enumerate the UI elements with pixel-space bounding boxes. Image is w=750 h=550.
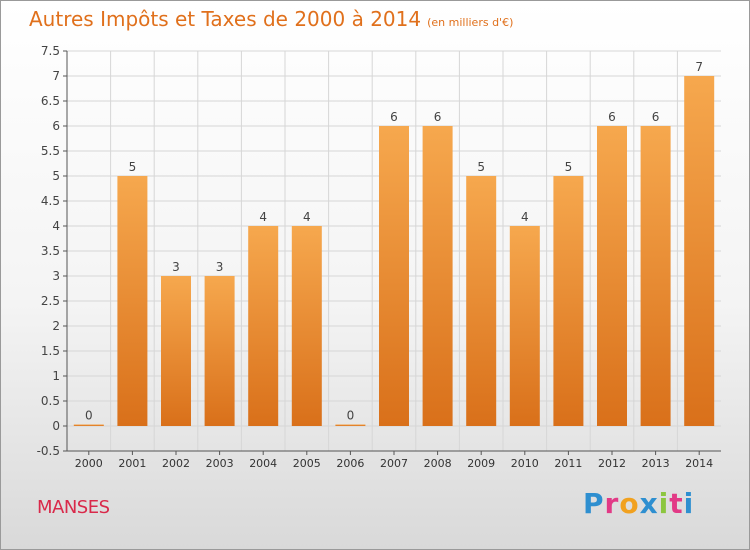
data-label: 6 <box>608 110 616 124</box>
x-tick-label: 2007 <box>380 457 408 470</box>
axes: -0.5 0 0.5 1 1.5 2 2.5 3 3.5 4 4.5 5 5.5 6 6.5 7 7.5 2000… <box>37 44 721 470</box>
y-tick-label: 4 <box>52 219 60 233</box>
data-label: 4 <box>259 210 267 224</box>
logo-letter: i <box>658 487 670 520</box>
data-label: 7 <box>695 60 703 74</box>
x-tick-label: 2002 <box>162 457 190 470</box>
logo-letter: t <box>669 487 684 520</box>
x-tick-label: 2001 <box>118 457 146 470</box>
bar <box>684 76 715 426</box>
y-tick-label: 2 <box>52 319 60 333</box>
data-label: 6 <box>652 110 660 124</box>
y-tick-label: 6.5 <box>41 94 60 108</box>
y-tick-label: -0.5 <box>37 444 60 458</box>
data-label: 5 <box>565 160 573 174</box>
bars <box>73 76 715 426</box>
bar <box>161 276 191 426</box>
data-label: 4 <box>521 210 529 224</box>
x-tick-label: 2004 <box>249 457 277 470</box>
bar <box>466 176 497 426</box>
bar <box>422 126 453 426</box>
commune-name: MANSES <box>37 497 110 518</box>
data-label: 6 <box>390 110 398 124</box>
data-label: 3 <box>172 260 180 274</box>
chart-title: Autres Impôts et Taxes de 2000 à 2014 (en… <box>29 7 513 31</box>
data-label: 5 <box>477 160 485 174</box>
data-label: 5 <box>129 160 137 174</box>
x-tick-label: 2000 <box>75 457 103 470</box>
y-tick-label: 7.5 <box>41 44 60 58</box>
x-tick-label: 2013 <box>642 457 670 470</box>
bar <box>379 126 409 426</box>
data-label: 4 <box>303 210 311 224</box>
x-tick-label: 2008 <box>424 457 452 470</box>
bar <box>291 226 322 426</box>
y-tick-label: 6 <box>52 119 60 133</box>
x-tick-label: 2005 <box>293 457 321 470</box>
data-label: 0 <box>85 409 93 423</box>
data-label: 3 <box>216 260 224 274</box>
y-tick-label: 5 <box>52 169 60 183</box>
bar <box>73 424 104 426</box>
bar <box>597 126 627 426</box>
logo-letter: o <box>619 487 640 520</box>
bar <box>335 424 366 426</box>
bar <box>117 176 148 426</box>
logo-letter: i <box>683 487 695 520</box>
y-tick-label: 1 <box>52 369 60 383</box>
y-tick-label: 4.5 <box>41 194 60 208</box>
y-tick-label: 0 <box>52 419 60 433</box>
y-tick-label: 5.5 <box>41 144 60 158</box>
logo-letter: P <box>583 487 605 520</box>
bar <box>553 176 584 426</box>
y-tick-label: 3.5 <box>41 244 60 258</box>
x-tick-label: 2011 <box>554 457 582 470</box>
data-label: 6 <box>434 110 442 124</box>
x-tick-label: 2010 <box>511 457 539 470</box>
bar <box>509 226 540 426</box>
x-tick-label: 2009 <box>467 457 495 470</box>
y-tick-label: 3 <box>52 269 60 283</box>
y-tick-label: 0.5 <box>41 394 60 408</box>
x-tick-label: 2014 <box>685 457 713 470</box>
chart-unit: (en milliers d'€) <box>427 16 514 29</box>
proxiti-logo[interactable]: Proxiti <box>583 487 694 520</box>
y-tick-label: 1.5 <box>41 344 60 358</box>
bar <box>204 276 235 426</box>
y-tick-label: 2.5 <box>41 294 60 308</box>
logo-letter: x <box>639 487 659 520</box>
x-tick-label: 2003 <box>206 457 234 470</box>
data-labels: 0 5 3 3 4 4 0 6 6 5 4 5 6 6 7 <box>85 60 703 423</box>
data-label: 0 <box>347 409 355 423</box>
y-tick-label: 7 <box>52 69 60 83</box>
bar <box>248 226 279 426</box>
x-tick-label: 2006 <box>336 457 364 470</box>
chart-title-text: Autres Impôts et Taxes de 2000 à 2014 <box>29 7 422 31</box>
logo-letter: r <box>604 487 620 520</box>
bar <box>640 126 671 426</box>
x-tick-label: 2012 <box>598 457 626 470</box>
